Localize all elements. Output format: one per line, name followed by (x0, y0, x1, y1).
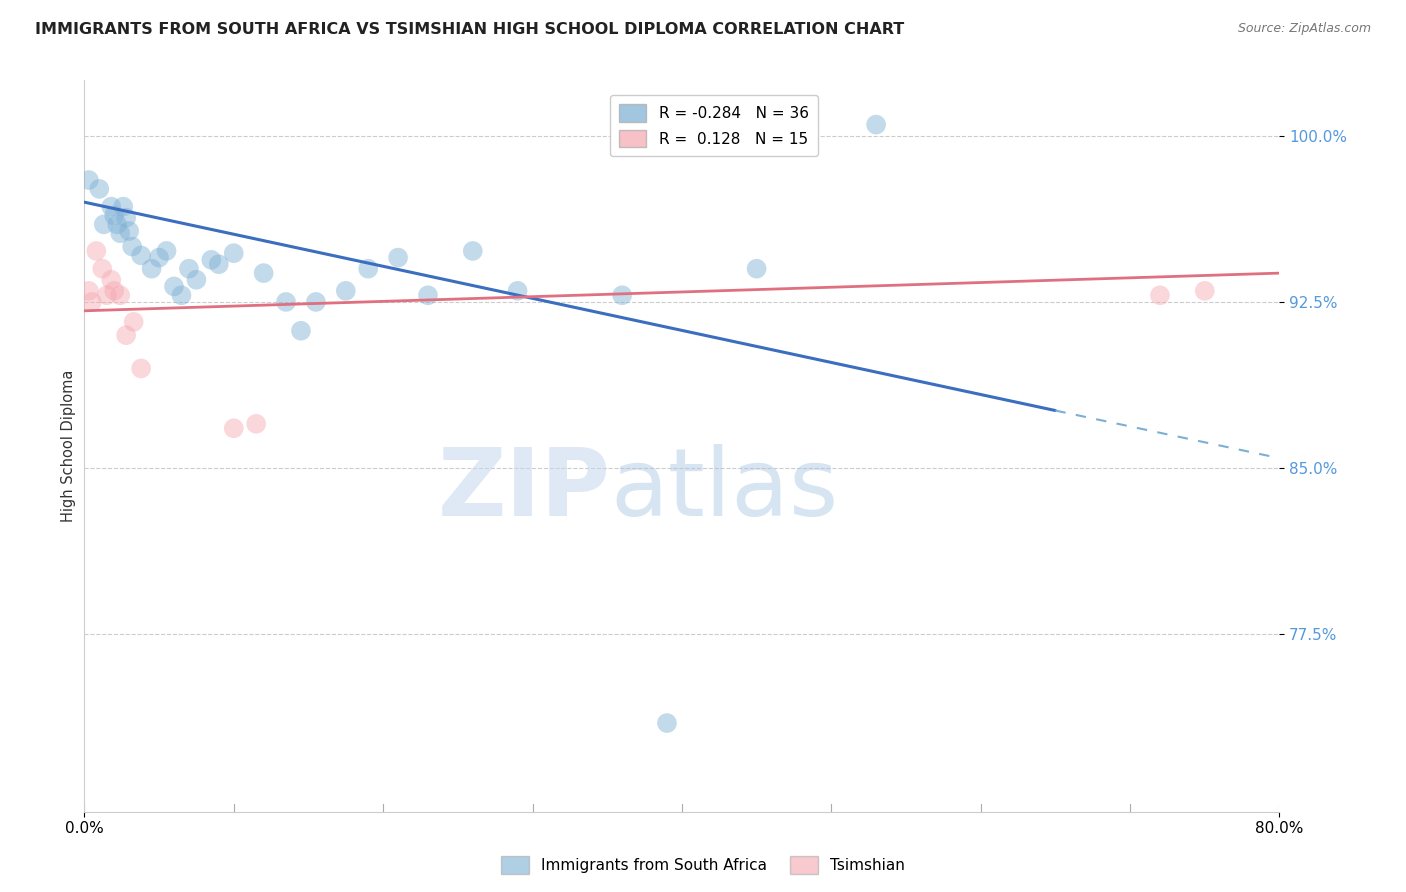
Point (91, 261, 114, 276)
Text: atlas: atlas (610, 444, 838, 536)
Point (274, 294, 297, 309)
Point (461, 244, 484, 258)
Point (170, 288, 193, 302)
Point (200, 252, 222, 267)
Point (141, 261, 163, 276)
Point (305, 294, 328, 309)
Point (121, 239, 143, 253)
Point (110, 226, 132, 240)
Point (506, 284, 529, 298)
Point (105, 218, 128, 232)
Point (100, 273, 122, 287)
Point (100, 200, 122, 214)
Point (129, 248, 152, 262)
Point (1194, 284, 1216, 298)
Point (77, 173, 100, 187)
Point (155, 244, 177, 258)
Point (103, 284, 125, 298)
Point (86, 244, 108, 258)
Legend: R = -0.284   N = 36, R =  0.128   N = 15: R = -0.284 N = 36, R = 0.128 N = 15 (610, 95, 818, 156)
Point (93, 218, 115, 232)
Y-axis label: High School Diploma: High School Diploma (60, 370, 76, 522)
Point (89, 182, 111, 196)
Point (222, 421, 245, 435)
Point (163, 279, 186, 293)
Point (222, 246, 245, 260)
Text: ZIP: ZIP (437, 444, 610, 536)
Point (612, 288, 634, 302)
Legend: Immigrants from South Africa, Tsimshian: Immigrants from South Africa, Tsimshian (495, 850, 911, 880)
Point (335, 284, 357, 298)
Point (290, 324, 312, 338)
Point (110, 288, 132, 302)
Point (129, 361, 152, 376)
Text: Source: ZipAtlas.com: Source: ZipAtlas.com (1237, 22, 1371, 36)
Point (416, 288, 439, 302)
Point (253, 266, 276, 280)
Point (77, 284, 100, 298)
Point (208, 257, 231, 271)
Point (80, 294, 103, 309)
Point (865, 118, 887, 132)
Point (115, 211, 138, 225)
Point (186, 273, 208, 287)
Text: IMMIGRANTS FROM SOUTH AFRICA VS TSIMSHIAN HIGH SCHOOL DIPLOMA CORRELATION CHART: IMMIGRANTS FROM SOUTH AFRICA VS TSIMSHIA… (35, 22, 904, 37)
Point (103, 209, 125, 223)
Point (387, 251, 409, 265)
Point (245, 417, 267, 431)
Point (96, 288, 118, 302)
Point (1149, 288, 1171, 302)
Point (357, 261, 380, 276)
Point (745, 261, 768, 276)
Point (115, 328, 138, 343)
Point (148, 251, 170, 265)
Point (112, 200, 135, 214)
Point (118, 224, 141, 238)
Point (177, 261, 200, 276)
Point (655, 716, 678, 731)
Point (122, 315, 145, 329)
